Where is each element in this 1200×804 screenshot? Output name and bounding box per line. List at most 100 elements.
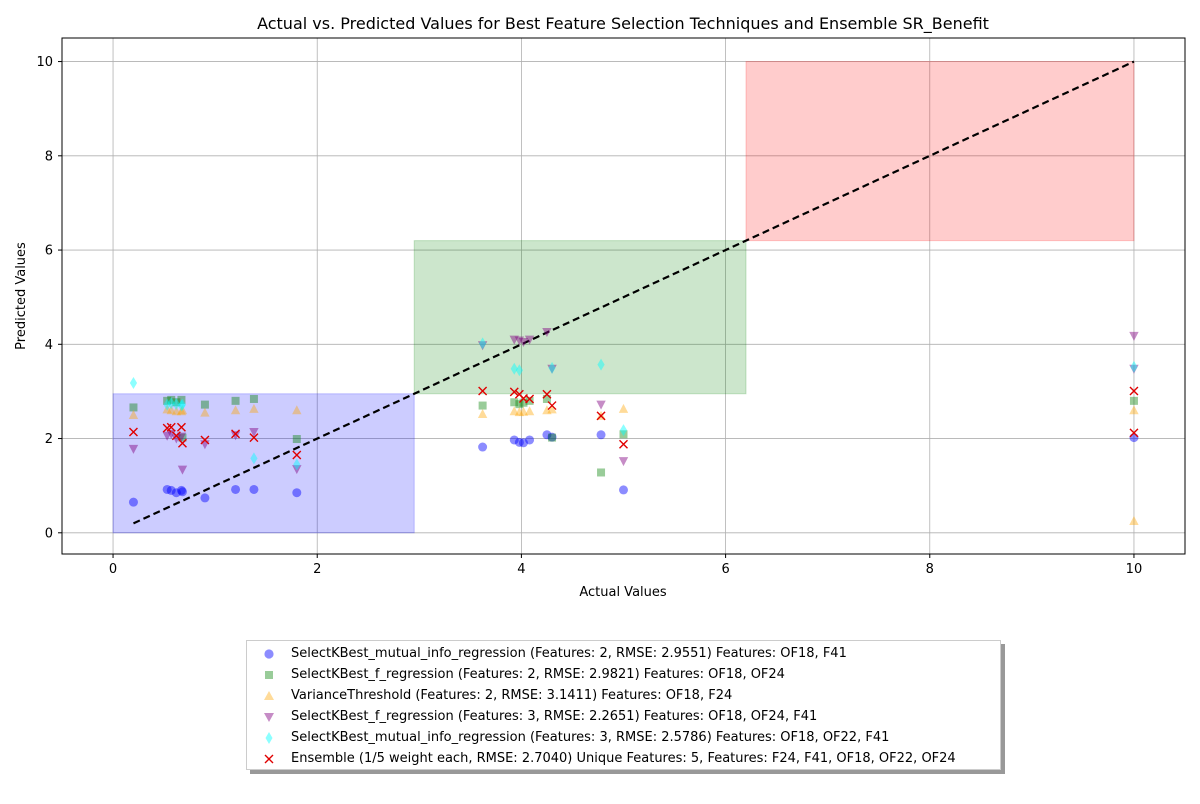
x-tick-label: 0 [109, 562, 117, 577]
axes-frame [61, 37, 1186, 555]
data-point [514, 437, 524, 447]
data-point [176, 485, 186, 495]
data-point [162, 404, 172, 414]
y-tick-label: 2 [45, 432, 53, 447]
x-tick-label: 10 [1126, 562, 1143, 577]
data-point [200, 407, 210, 417]
range-region [413, 240, 747, 395]
data-point [293, 458, 301, 471]
y-tick-label: 10 [36, 55, 53, 70]
y-tick-label: 6 [45, 244, 53, 259]
legend-label: Ensemble (1/5 weight each, RMSE: 2.7040)… [291, 751, 956, 766]
data-point [249, 427, 259, 437]
data-point [128, 427, 138, 437]
data-point [249, 433, 259, 443]
legend-label: SelectKBest_f_regression (Features: 2, R… [291, 667, 785, 682]
data-point [542, 328, 552, 338]
data-point [166, 485, 176, 495]
data-point [547, 404, 557, 414]
data-point [596, 430, 606, 440]
data-point [200, 400, 209, 409]
data-point [250, 452, 258, 465]
data-point [171, 434, 182, 444]
data-point [176, 432, 187, 442]
data-point [177, 405, 188, 415]
data-point [478, 386, 488, 396]
range-region [745, 61, 1135, 242]
data-point [177, 465, 188, 475]
data-point [172, 398, 180, 411]
data-point [619, 424, 628, 437]
data-point [619, 430, 628, 439]
legend-label: SelectKBest_mutual_info_regression (Feat… [291, 646, 847, 661]
data-point [129, 403, 138, 412]
legend-item: SelectKBest_f_regression (Features: 2, R… [247, 664, 785, 685]
data-point [619, 439, 628, 449]
legend-marker-triangle-down [247, 710, 291, 724]
data-point [477, 409, 488, 419]
data-point [230, 431, 241, 441]
data-point [509, 387, 519, 397]
data-point [167, 397, 175, 410]
data-point [292, 465, 302, 475]
data-point [618, 457, 629, 467]
data-point [618, 403, 629, 413]
data-point [525, 394, 535, 404]
legend-marker-triangle-up [247, 689, 291, 703]
data-point [292, 488, 302, 498]
legend-label: SelectKBest_mutual_info_regression (Feat… [291, 730, 890, 745]
y-axis-label: Predicted Values [14, 242, 29, 350]
reference-line [133, 60, 1135, 525]
data-point [1129, 433, 1139, 443]
data-point [249, 484, 259, 494]
data-point [162, 484, 172, 494]
data-point [166, 405, 176, 415]
x-tick-label: 4 [517, 562, 525, 577]
x-tick-label: 6 [721, 562, 729, 577]
data-point [542, 394, 551, 403]
data-point [1129, 331, 1139, 341]
data-point [597, 468, 606, 477]
legend-label: SelectKBest_f_regression (Features: 3, R… [291, 709, 818, 724]
data-point [128, 497, 138, 507]
legend-item: SelectKBest_mutual_info_regression (Feat… [247, 643, 847, 664]
data-point [176, 406, 187, 416]
data-point [525, 435, 535, 445]
data-point [171, 488, 181, 498]
data-point [548, 361, 556, 374]
data-point [596, 411, 606, 421]
data-point [547, 401, 557, 411]
x-tick-label: 8 [926, 562, 934, 577]
data-point [167, 395, 176, 404]
data-point [292, 405, 302, 415]
data-point [518, 438, 528, 448]
data-point [518, 337, 529, 347]
data-point [172, 398, 181, 407]
data-point [177, 487, 187, 497]
legend-item: VarianceThreshold (Features: 2, RMSE: 3.… [247, 685, 732, 706]
chart-title: Actual vs. Predicted Values for Best Fea… [257, 14, 989, 34]
data-point [519, 398, 528, 407]
data-point [1130, 360, 1138, 373]
data-point [171, 406, 182, 416]
data-point [292, 450, 302, 460]
data-point [200, 435, 210, 445]
data-point [514, 407, 525, 417]
legend-item: Ensemble (1/5 weight each, RMSE: 2.7040)… [247, 748, 956, 769]
data-point [478, 401, 487, 410]
data-point [166, 422, 176, 432]
legend-item: SelectKBest_f_regression (Features: 3, R… [247, 706, 817, 727]
data-point [163, 396, 172, 405]
data-point [128, 444, 139, 454]
data-point [515, 364, 523, 377]
y-tick-label: 0 [45, 526, 53, 541]
data-point [524, 406, 535, 416]
data-point [231, 429, 241, 439]
data-point [509, 435, 519, 445]
data-point [249, 394, 258, 403]
data-point [509, 406, 519, 416]
data-point [249, 403, 259, 413]
data-point [597, 358, 605, 371]
